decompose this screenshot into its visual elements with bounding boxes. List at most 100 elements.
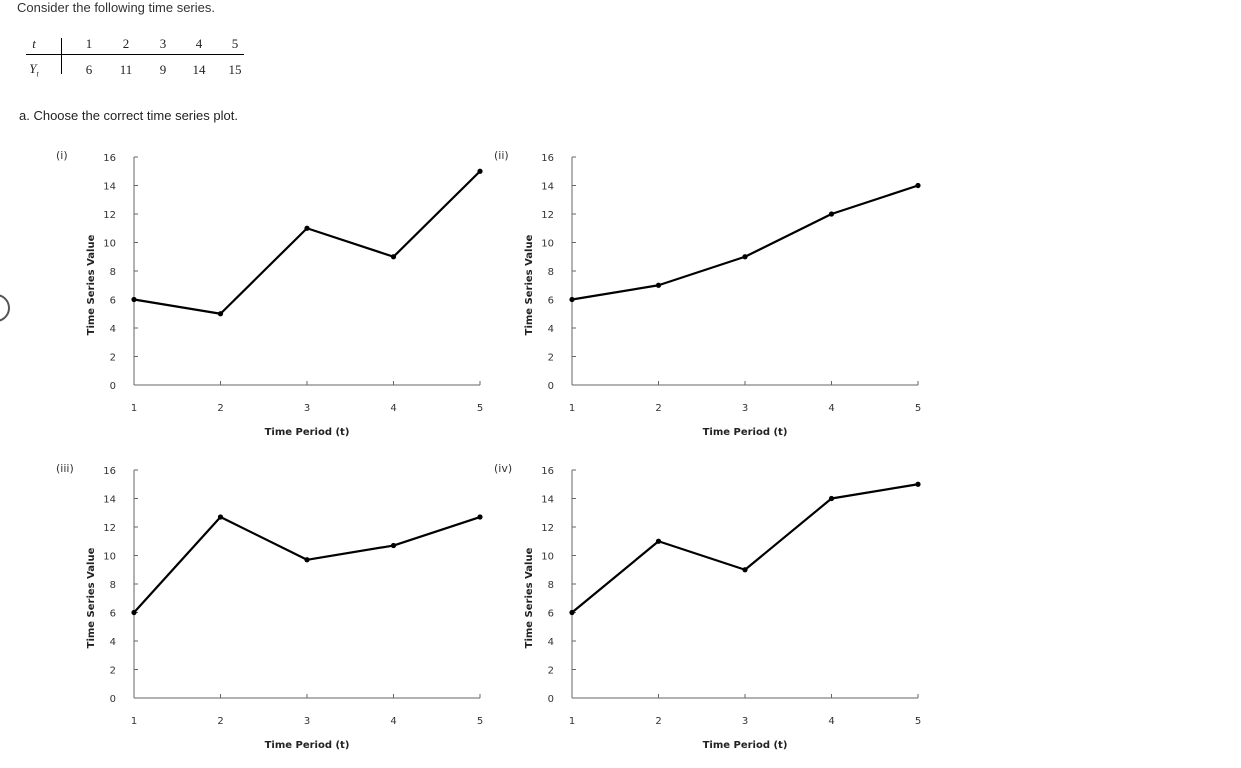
y-tick-label: 2 (548, 666, 554, 677)
x-tick-label: 3 (742, 403, 748, 414)
y-tick-label: 14 (103, 495, 116, 506)
data-point (131, 609, 137, 616)
plot-option-i[interactable]: (i) 0 2 4 6 8 10 12 14 16 1 2 3 4 5 Time Period (t) Time… (50, 145, 500, 445)
t-value-cell: 5 (231, 36, 239, 51)
x-axis-title: Time Period (t) (265, 740, 350, 751)
data-point (217, 514, 224, 520)
option-radio-button[interactable] (0, 294, 10, 322)
y-tick-label: 12 (541, 210, 554, 221)
y-tick-label: 12 (103, 210, 116, 221)
data-point (477, 168, 483, 174)
x-tick-label: 5 (915, 716, 921, 727)
x-tick-label: 5 (477, 716, 483, 727)
y-tick-label: 14 (541, 495, 554, 506)
x-tick-label: 5 (915, 403, 921, 414)
y-tick-label: 8 (548, 267, 554, 278)
data-point (915, 182, 921, 189)
y-tick-label: 10 (103, 552, 116, 563)
y-tick-label: 10 (541, 239, 554, 250)
y-axis-title: Time Series Value (86, 234, 97, 335)
x-tick-label: 4 (390, 403, 396, 414)
part-a-question: a. Choose the correct time series plot. (19, 108, 238, 123)
y-tick-label: 14 (103, 182, 116, 193)
data-point (390, 254, 397, 260)
data-point (217, 311, 224, 317)
table-divider-vertical (61, 38, 62, 74)
y-tick-label: 12 (541, 523, 554, 534)
t-value-cell: 4 (195, 36, 203, 51)
y-tick-label: 0 (110, 381, 116, 392)
option-label: (iii) (56, 462, 74, 475)
data-point (477, 514, 483, 520)
data-point (569, 609, 575, 616)
x-tick-label: 1 (569, 403, 575, 414)
x-axis-title: Time Period (t) (703, 740, 788, 751)
data-point (828, 211, 835, 217)
y-tick-label: 8 (110, 580, 116, 591)
y-tick-label: 0 (548, 381, 554, 392)
question-prompt: Consider the following time series. (17, 0, 215, 15)
t-value-cell: 3 (159, 36, 167, 51)
y-tick-label: 0 (548, 694, 554, 705)
option-label: (iv) (494, 462, 512, 475)
y-row-label: Yt (22, 61, 46, 79)
data-point (131, 296, 137, 303)
x-tick-label: 1 (131, 403, 137, 414)
y-value-cell: 11 (119, 62, 133, 77)
data-point (304, 557, 310, 563)
y-tick-label: 8 (548, 580, 554, 591)
data-point (304, 225, 310, 231)
data-point (655, 538, 662, 544)
y-value-cell: 15 (228, 62, 242, 77)
x-tick-label: 2 (217, 403, 223, 414)
series-line (133, 515, 481, 614)
y-tick-label: 4 (110, 637, 116, 648)
y-tick-label: 8 (110, 267, 116, 278)
y-axis-title: Time Series Value (524, 547, 535, 648)
data-point (390, 542, 397, 549)
plot-option-iv[interactable]: (iv) 0 2 4 6 8 10 12 14 16 1 2 3 4 5 Time Period (t) Tim… (488, 458, 938, 758)
plot-option-ii[interactable]: (ii) 0 2 4 6 8 10 12 14 16 1 2 3 4 5 Time Period (t) Tim… (488, 145, 938, 445)
x-axis-title: Time Period (t) (703, 427, 788, 438)
y-row-label-subscript: t (36, 69, 39, 79)
x-tick-label: 4 (828, 403, 834, 414)
y-tick-label: 16 (103, 153, 116, 164)
y-tick-label: 4 (110, 324, 116, 335)
y-tick-label: 14 (541, 182, 554, 193)
time-series-table: t Yt 1 2 3 4 5 6 11 9 14 15 (22, 36, 252, 82)
data-point (569, 296, 575, 303)
y-axis-title: Time Series Value (86, 547, 97, 648)
data-point (828, 495, 835, 502)
x-axis-title: Time Period (t) (265, 427, 350, 438)
y-value-cell: 6 (85, 62, 93, 77)
x-tick-label: 5 (477, 403, 483, 414)
y-tick-label: 4 (548, 637, 554, 648)
data-point (742, 254, 748, 260)
y-tick-label: 10 (541, 552, 554, 563)
t-value-cell: 1 (85, 36, 93, 51)
table-divider-horizontal (26, 54, 244, 55)
y-tick-label: 12 (103, 523, 116, 534)
plot-option-iii[interactable]: (iii) 0 2 4 6 8 10 12 14 16 1 2 3 4 5 Time Period (t) Ti… (50, 458, 500, 758)
y-value-cell: 9 (159, 62, 167, 77)
t-row-label: t (32, 36, 36, 51)
y-tick-label: 2 (548, 353, 554, 364)
series-line (133, 170, 481, 315)
y-tick-label: 2 (110, 666, 116, 677)
t-value-cell: 2 (122, 36, 130, 51)
data-point (742, 567, 748, 573)
series-line (571, 184, 919, 301)
y-tick-label: 10 (103, 239, 116, 250)
y-tick-label: 16 (103, 466, 116, 477)
y-tick-label: 6 (548, 609, 554, 620)
y-tick-label: 2 (110, 353, 116, 364)
x-tick-label: 3 (304, 716, 310, 727)
y-tick-label: 6 (548, 296, 554, 307)
x-tick-label: 4 (828, 716, 834, 727)
x-tick-label: 2 (217, 716, 223, 727)
x-tick-label: 3 (304, 403, 310, 414)
y-tick-label: 0 (110, 694, 116, 705)
y-tick-label: 16 (541, 153, 554, 164)
